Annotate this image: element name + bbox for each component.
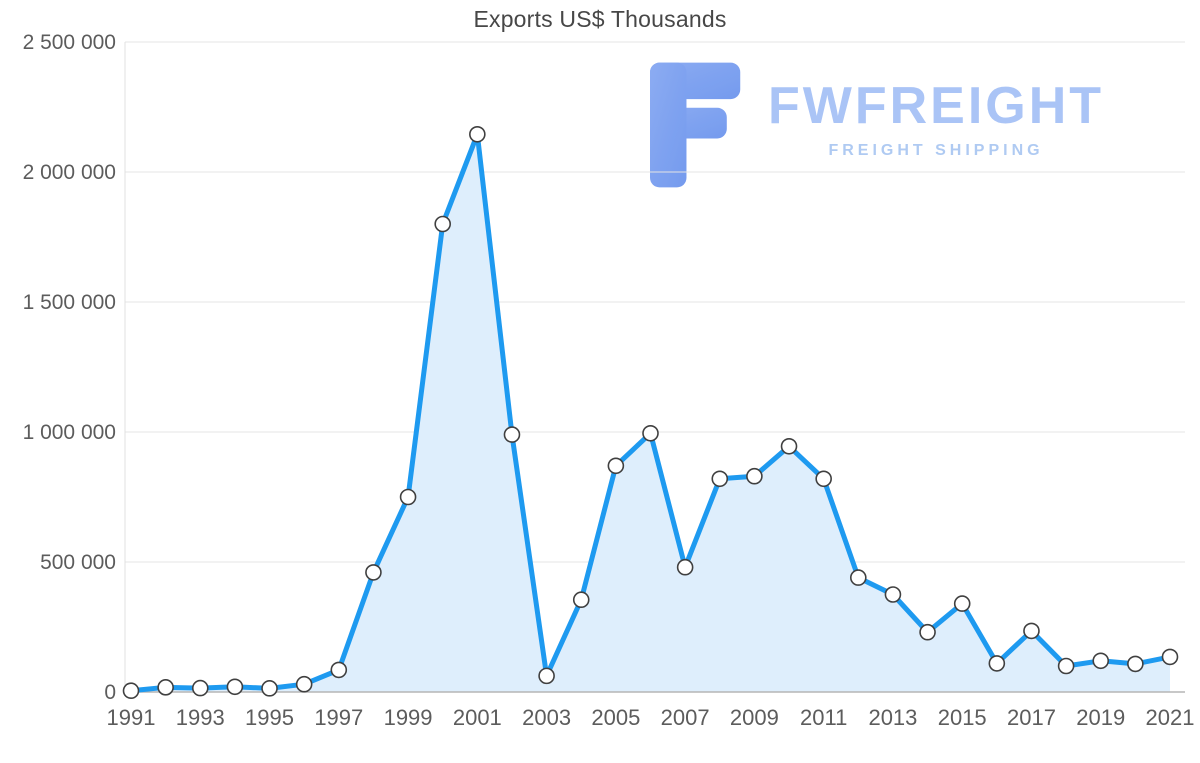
x-tick-label: 2009 bbox=[730, 705, 779, 730]
data-point-marker[interactable] bbox=[261, 680, 278, 697]
data-point-marker[interactable] bbox=[1023, 622, 1040, 640]
data-point-marker[interactable] bbox=[330, 661, 348, 679]
data-point-marker[interactable] bbox=[122, 682, 140, 700]
x-tick-label: 1997 bbox=[314, 705, 363, 730]
data-point-marker[interactable] bbox=[1127, 655, 1144, 673]
data-point-marker[interactable] bbox=[295, 675, 313, 693]
data-point-marker[interactable] bbox=[157, 679, 174, 696]
data-point-marker[interactable] bbox=[469, 126, 486, 143]
x-tick-label: 2019 bbox=[1076, 705, 1125, 730]
x-tick-label: 1995 bbox=[245, 705, 294, 730]
y-tick-label: 2 500 000 bbox=[23, 31, 116, 54]
brand-name: FWFREIGHT bbox=[768, 77, 1105, 135]
chart-title: Exports US$ Thousands bbox=[473, 6, 727, 32]
x-tick-label: 2007 bbox=[661, 705, 710, 730]
data-point-marker[interactable] bbox=[884, 586, 902, 603]
y-tick-label: 1 000 000 bbox=[23, 421, 116, 444]
data-point-marker[interactable] bbox=[988, 655, 1006, 672]
data-point-marker[interactable] bbox=[746, 467, 763, 485]
data-point-marker[interactable] bbox=[780, 437, 798, 455]
data-point-marker[interactable] bbox=[399, 488, 417, 506]
data-point-marker[interactable] bbox=[711, 470, 729, 488]
y-tick-label: 2 000 000 bbox=[23, 161, 116, 184]
x-tick-label: 1993 bbox=[176, 705, 225, 730]
x-tick-label: 2015 bbox=[938, 705, 987, 730]
data-point-marker[interactable] bbox=[365, 564, 382, 581]
data-point-marker[interactable] bbox=[607, 457, 625, 475]
area-fill bbox=[131, 134, 1170, 693]
x-tick-label: 1999 bbox=[384, 705, 433, 730]
data-point-marker[interactable] bbox=[849, 569, 867, 586]
x-tick-label: 2011 bbox=[800, 705, 847, 730]
data-point-marker[interactable] bbox=[676, 558, 694, 576]
data-point-marker[interactable] bbox=[226, 678, 244, 696]
y-tick-label: 500 000 bbox=[40, 551, 116, 574]
data-point-marker[interactable] bbox=[1057, 657, 1075, 675]
x-tick-label: 2001 bbox=[453, 705, 502, 730]
data-point-marker[interactable] bbox=[538, 667, 555, 685]
brand-watermark: FWFREIGHT FREIGHT SHIPPING bbox=[650, 62, 1104, 188]
data-point-marker[interactable] bbox=[1092, 652, 1110, 670]
y-tick-label: 1 500 000 bbox=[23, 291, 116, 314]
data-point-marker[interactable] bbox=[919, 623, 936, 641]
data-point-marker[interactable] bbox=[191, 679, 209, 697]
x-tick-label: 2005 bbox=[591, 705, 640, 730]
data-point-marker[interactable] bbox=[434, 215, 452, 233]
data-point-marker[interactable] bbox=[815, 470, 832, 488]
x-tick-label: 2003 bbox=[522, 705, 571, 730]
data-point-marker[interactable] bbox=[572, 591, 590, 609]
x-tick-label: 2013 bbox=[868, 705, 917, 730]
x-tick-label: 2021 bbox=[1146, 705, 1195, 730]
brand-tagline: FREIGHT SHIPPING bbox=[828, 142, 1044, 159]
x-tick-label: 2017 bbox=[1007, 705, 1056, 730]
data-point-marker[interactable] bbox=[953, 595, 971, 612]
brand-logo-icon bbox=[650, 62, 741, 188]
data-point-marker[interactable] bbox=[642, 424, 659, 442]
brand-text-block: FWFREIGHT FREIGHT SHIPPING bbox=[768, 62, 1104, 160]
data-point-marker[interactable] bbox=[1161, 648, 1179, 666]
y-tick-label: 0 bbox=[104, 681, 116, 704]
data-point-marker[interactable] bbox=[503, 426, 521, 443]
x-tick-label: 1991 bbox=[107, 705, 156, 730]
